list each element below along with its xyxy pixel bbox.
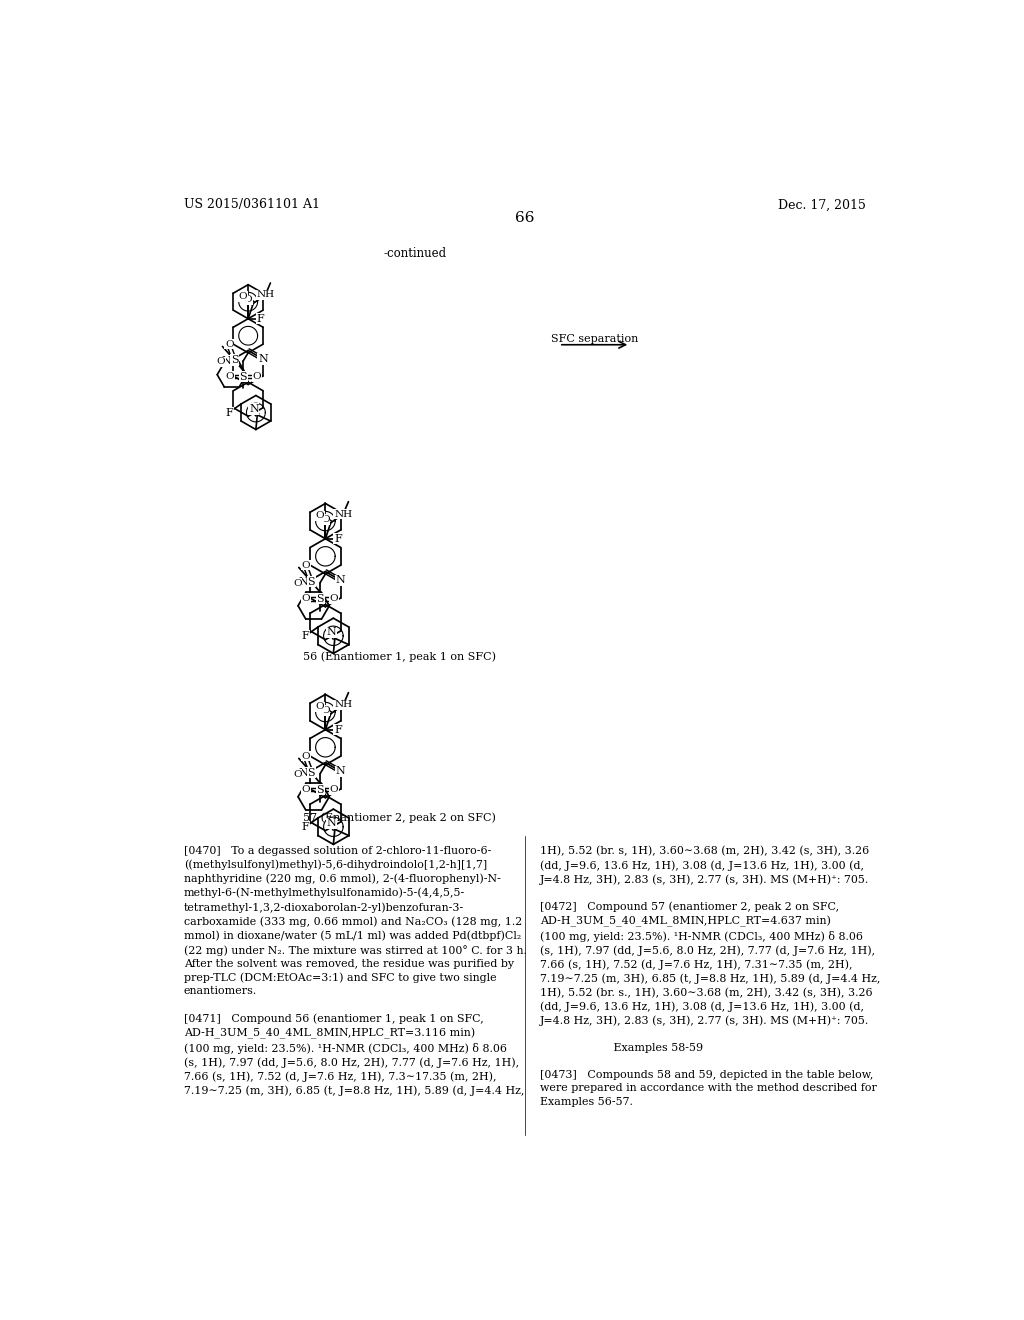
Text: S: S [307,767,315,777]
Text: SFC separation: SFC separation [551,334,638,345]
Text: O: O [239,292,248,301]
Text: O: O [330,785,338,795]
Text: -continued: -continued [383,247,446,260]
Text: O: O [302,561,310,570]
Text: O: O [315,702,325,711]
Text: S: S [316,784,324,795]
Text: O: O [315,511,325,520]
Text: O: O [244,296,253,305]
Text: O: O [293,578,301,587]
Text: O: O [322,515,330,524]
Text: NH: NH [334,510,352,519]
Text: N: N [327,627,336,638]
Text: F: F [334,533,342,544]
Text: N: N [298,768,308,779]
Text: S: S [230,355,239,366]
Text: O: O [217,358,225,366]
Text: F: F [302,822,309,832]
Text: 66: 66 [515,211,535,224]
Text: [0470]   To a degassed solution of 2-chloro-11-fluoro-6-
((methylsulfonyl)methyl: [0470] To a degassed solution of 2-chlor… [183,846,526,1096]
Text: O: O [302,751,310,760]
Text: S: S [240,371,247,381]
Text: NH: NH [334,701,352,709]
Text: N: N [327,818,336,828]
Text: F: F [302,631,309,640]
Text: S: S [316,594,324,603]
Text: O: O [302,785,310,795]
Text: O: O [225,339,233,348]
Text: N: N [221,355,231,366]
Text: O: O [330,594,338,603]
Text: N: N [336,576,346,585]
Text: O: O [252,372,261,381]
Text: N: N [336,767,346,776]
Text: O: O [322,706,330,715]
Text: US 2015/0361101 A1: US 2015/0361101 A1 [183,198,319,211]
Text: N: N [258,354,268,364]
Text: O: O [302,594,310,603]
Text: 57 (Enantiomer 2, peak 2 on SFC): 57 (Enantiomer 2, peak 2 on SFC) [303,813,496,824]
Text: S: S [307,577,315,586]
Text: N: N [249,404,259,414]
Text: N: N [298,577,308,587]
Text: O: O [293,770,301,779]
Text: 1H), 5.52 (br. s, 1H), 3.60∼3.68 (m, 2H), 3.42 (s, 3H), 3.26
(dd, J=9.6, 13.6 Hz: 1H), 5.52 (br. s, 1H), 3.60∼3.68 (m, 2H)… [541,846,881,1106]
Text: F: F [256,314,264,323]
Text: NH: NH [256,290,274,300]
Text: 56 (Enantiomer 1, peak 1 on SFC): 56 (Enantiomer 1, peak 1 on SFC) [303,651,496,661]
Text: F: F [225,408,232,417]
Text: O: O [225,372,233,381]
Text: F: F [334,725,342,735]
Text: Dec. 17, 2015: Dec. 17, 2015 [778,198,866,211]
